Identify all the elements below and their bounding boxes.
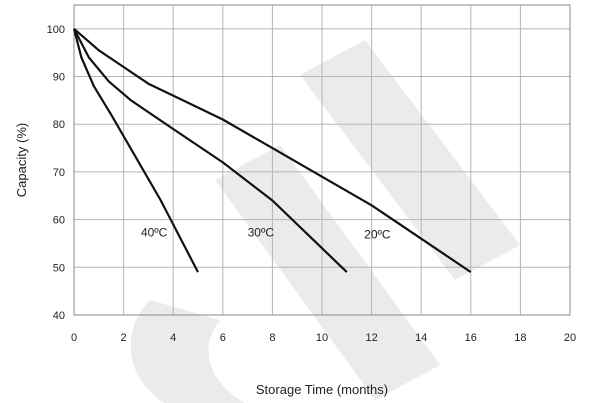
x-tick-label: 14 <box>415 332 427 344</box>
x-tick-label: 12 <box>365 332 377 344</box>
y-tick-label: 80 <box>53 119 65 131</box>
series-labels: 40ºC 30ºC 20ºC <box>141 225 391 241</box>
plot-frame <box>73 4 571 316</box>
x-axis-title: Storage Time (months) <box>256 382 388 397</box>
y-tick-label: 90 <box>53 72 65 84</box>
series-label: 20ºC <box>364 228 391 242</box>
y-tick-label: 40 <box>53 310 65 322</box>
x-tick-label: 20 <box>564 332 576 344</box>
x-tick-labels: 0 2 4 6 8 10 12 14 16 18 20 <box>71 332 576 344</box>
x-tick-label: 6 <box>220 332 226 344</box>
series-line <box>72 28 199 273</box>
series-line <box>73 28 348 273</box>
x-tick-label: 2 <box>121 332 127 344</box>
y-axis-title: Capacity (%) <box>14 123 29 197</box>
y-tick-labels: 40 50 60 70 80 90 100 <box>47 24 65 322</box>
x-tick-label: 8 <box>269 332 275 344</box>
series-line <box>73 27 472 274</box>
y-tick-label: 100 <box>47 24 65 36</box>
x-tick-label: 18 <box>514 332 526 344</box>
series-label: 30ºC <box>248 225 275 239</box>
y-tick-label: 60 <box>53 215 65 227</box>
x-tick-label: 10 <box>316 332 328 344</box>
y-tick-label: 70 <box>53 167 65 179</box>
x-tick-label: 0 <box>71 332 77 344</box>
grid-lines <box>74 5 570 315</box>
watermark-logo <box>130 40 520 403</box>
series-lines <box>72 27 472 274</box>
y-tick-label: 50 <box>53 262 65 274</box>
watermark-stroke <box>130 300 245 403</box>
series-label: 40ºC <box>141 225 168 239</box>
x-tick-label: 4 <box>170 332 176 344</box>
x-tick-label: 16 <box>465 332 477 344</box>
watermark-stroke <box>215 145 440 400</box>
